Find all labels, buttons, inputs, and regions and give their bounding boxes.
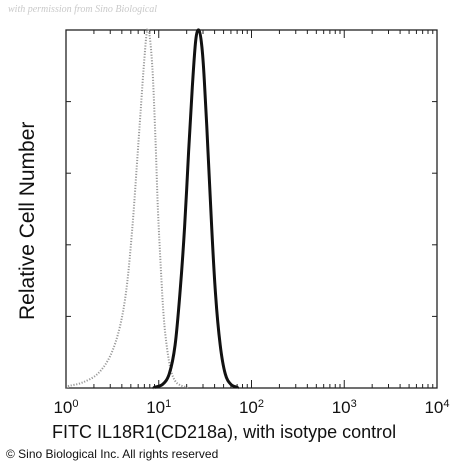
il18r1-stained-curve [152, 28, 240, 390]
tick-exponent: 1 [165, 398, 172, 410]
tick-base: 10 [53, 398, 73, 417]
tick-base: 10 [424, 398, 444, 417]
isotype-control-curve [65, 27, 189, 389]
tick-base: 10 [238, 398, 258, 417]
tick-exponent: 4 [443, 398, 450, 410]
tick-exponent: 3 [350, 398, 357, 410]
copyright-notice: © Sino Biological Inc. All rights reserv… [6, 447, 219, 461]
series-group [65, 27, 240, 390]
tick-base: 10 [331, 398, 351, 417]
x-tick-label: 104 [424, 398, 449, 418]
x-tick-label: 100 [53, 398, 78, 418]
x-axis-label: FITC IL18R1(CD218a), with isotype contro… [52, 422, 397, 442]
tick-base: 10 [146, 398, 166, 417]
tick-exponent: 0 [72, 398, 79, 410]
axis-ticks [65, 29, 438, 389]
x-tick-label: 102 [239, 398, 264, 418]
x-tick-label: 101 [146, 398, 171, 418]
watermark: with permission from Sino Biological [8, 4, 158, 15]
plot-frame [65, 29, 438, 389]
y-axis-label: Relative Cell Number [16, 121, 39, 320]
tick-exponent: 2 [257, 398, 265, 410]
x-tick-label: 103 [332, 398, 357, 418]
